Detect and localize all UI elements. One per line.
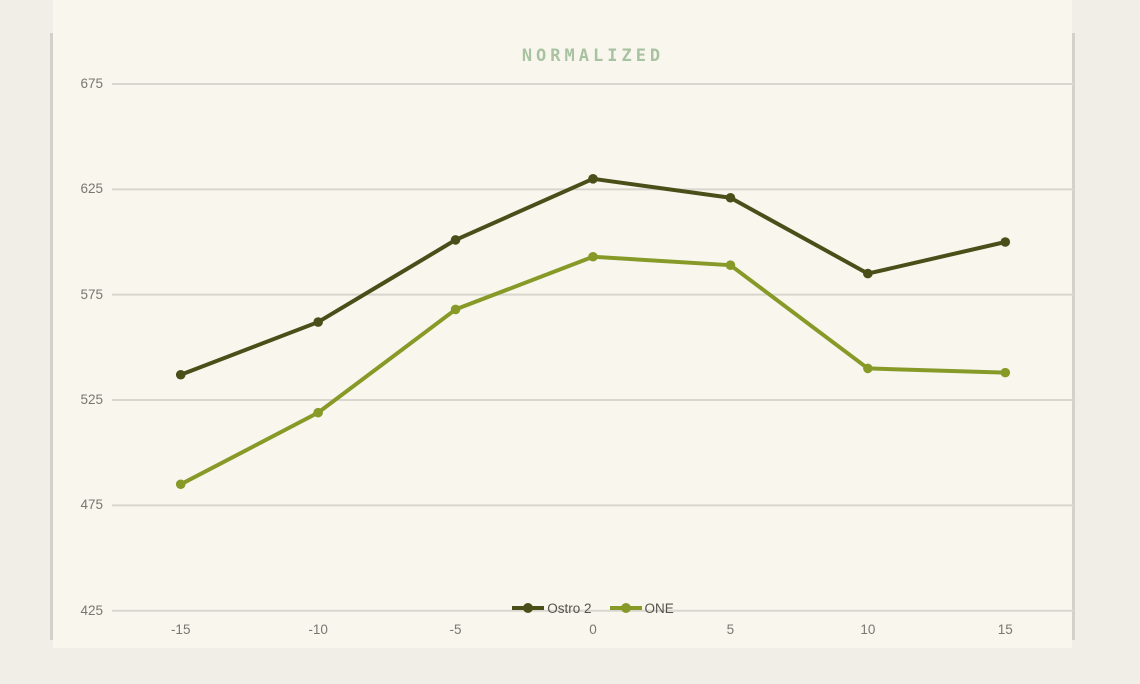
chart-plot-background <box>53 0 1072 648</box>
y-axis-tick-label-625: 625 <box>80 181 103 197</box>
legend-label-one: ONE <box>644 600 674 616</box>
series-line-one <box>178 254 1008 487</box>
legend-label-ostro-2: Ostro 2 <box>547 600 592 616</box>
y-axis-tick-label-525: 525 <box>80 392 103 408</box>
y-axis-tick-label-425: 425 <box>80 602 103 618</box>
legend-marker-ostro-2 <box>512 603 545 613</box>
legend-marker-one <box>609 603 642 613</box>
data-point-one-0 <box>588 251 598 262</box>
data-point-ostro-2--15 <box>175 369 186 380</box>
chart-title: NORMALIZED <box>521 46 665 66</box>
x-axis-tick-label--10: -10 <box>308 622 328 637</box>
x-axis-tick-label-0: 0 <box>589 622 597 637</box>
series-line-ostro-2 <box>178 176 1008 377</box>
chart-frame-right-border <box>1072 33 1075 640</box>
data-point-one-5 <box>725 260 736 270</box>
y-axis-tick-label-675: 675 <box>80 76 103 91</box>
legend-item-ostro-2: Ostro 2 <box>512 600 592 616</box>
data-point-one-15 <box>1000 367 1011 378</box>
data-point-ostro-2-5 <box>725 192 736 203</box>
data-point-ostro-2--5 <box>450 235 461 245</box>
x-axis-tick-label-5: 5 <box>726 622 735 637</box>
x-axis-tick-label-15: 15 <box>997 622 1013 637</box>
data-point-one-10 <box>863 363 873 374</box>
data-point-ostro-2-0 <box>588 174 598 184</box>
y-axis-tick-label-475: 475 <box>80 497 103 513</box>
data-point-ostro-2-10 <box>863 268 873 279</box>
legend: Ostro 2 ONE <box>112 598 1074 618</box>
data-point-one--10 <box>313 407 323 418</box>
data-point-ostro-2-15 <box>1000 237 1011 247</box>
legend-item-one: ONE <box>609 600 674 616</box>
data-point-one--15 <box>175 479 186 490</box>
data-point-one--5 <box>450 304 461 315</box>
x-axis-tick-label--15: -15 <box>170 622 191 637</box>
y-axis-tick-label-575: 575 <box>80 286 103 302</box>
data-point-ostro-2--10 <box>313 317 323 327</box>
x-axis-tick-label-10: 10 <box>860 622 876 637</box>
legend-dot-one <box>620 603 631 613</box>
legend-dot-ostro-2 <box>523 603 534 613</box>
chart-frame-left-border <box>50 33 53 640</box>
x-axis-tick-label--5: -5 <box>449 622 462 637</box>
